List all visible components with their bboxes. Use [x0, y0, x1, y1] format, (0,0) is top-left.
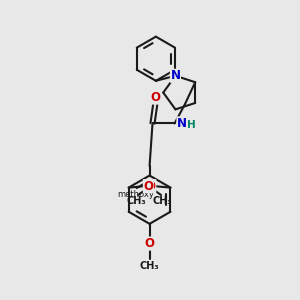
- Text: O: O: [146, 180, 156, 193]
- Text: CH₃: CH₃: [127, 196, 146, 206]
- Text: CH₃: CH₃: [140, 261, 159, 271]
- Text: methoxy: methoxy: [118, 190, 154, 199]
- Text: O: O: [151, 91, 160, 104]
- Text: CH₃: CH₃: [153, 196, 172, 206]
- Text: N: N: [177, 117, 187, 130]
- Text: N: N: [170, 69, 181, 82]
- Text: O: O: [143, 180, 153, 193]
- Text: O: O: [145, 237, 154, 250]
- Text: H: H: [187, 120, 196, 130]
